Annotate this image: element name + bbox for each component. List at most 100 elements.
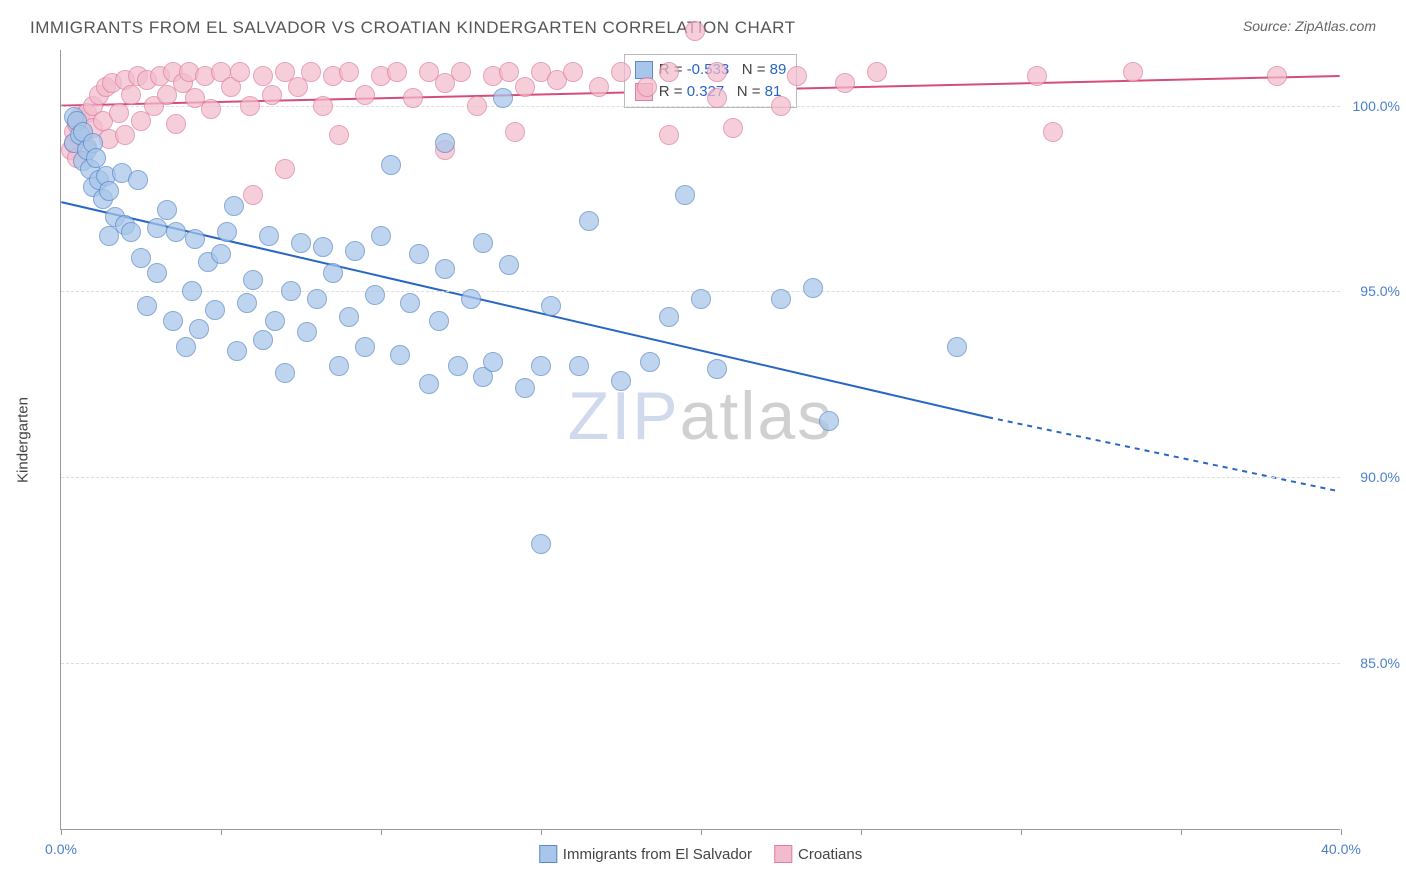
scatter-point xyxy=(448,356,468,376)
series-legend-item: Croatians xyxy=(774,845,862,863)
scatter-point xyxy=(473,233,493,253)
scatter-point xyxy=(1043,122,1063,142)
series-legend-item: Immigrants from El Salvador xyxy=(539,845,752,863)
scatter-point xyxy=(205,300,225,320)
scatter-point xyxy=(387,62,407,82)
scatter-point xyxy=(166,222,186,242)
scatter-point xyxy=(640,352,660,372)
scatter-point xyxy=(723,118,743,138)
scatter-point xyxy=(189,319,209,339)
x-tick xyxy=(861,829,862,835)
scatter-point xyxy=(947,337,967,357)
scatter-point xyxy=(147,218,167,238)
scatter-point xyxy=(675,185,695,205)
scatter-point xyxy=(819,411,839,431)
source-prefix: Source: xyxy=(1243,18,1295,34)
scatter-point xyxy=(115,125,135,145)
scatter-point xyxy=(355,337,375,357)
scatter-point xyxy=(355,85,375,105)
scatter-chart: Kindergarten ZIPatlas R = -0.533 N = 89R… xyxy=(60,50,1340,830)
scatter-point xyxy=(771,289,791,309)
scatter-point xyxy=(166,114,186,134)
scatter-point xyxy=(163,311,183,331)
scatter-point xyxy=(787,66,807,86)
scatter-point xyxy=(339,307,359,327)
scatter-point xyxy=(461,289,481,309)
scatter-point xyxy=(659,307,679,327)
scatter-point xyxy=(121,85,141,105)
scatter-point xyxy=(243,185,263,205)
y-axis-title: Kindergarten xyxy=(15,397,32,483)
scatter-point xyxy=(659,62,679,82)
y-tick-label: 85.0% xyxy=(1345,655,1400,671)
scatter-point xyxy=(253,330,273,350)
x-tick-label: 0.0% xyxy=(45,841,77,857)
scatter-point xyxy=(691,289,711,309)
scatter-point xyxy=(569,356,589,376)
scatter-point xyxy=(707,359,727,379)
scatter-point xyxy=(109,103,129,123)
scatter-point xyxy=(499,62,519,82)
scatter-point xyxy=(201,99,221,119)
scatter-point xyxy=(381,155,401,175)
legend-swatch xyxy=(539,845,557,863)
scatter-point xyxy=(563,62,583,82)
trend-lines-layer xyxy=(61,50,1340,829)
scatter-point xyxy=(99,181,119,201)
scatter-point xyxy=(589,77,609,97)
scatter-point xyxy=(515,77,535,97)
scatter-point xyxy=(230,62,250,82)
scatter-point xyxy=(259,226,279,246)
scatter-point xyxy=(707,88,727,108)
x-tick xyxy=(541,829,542,835)
series-legend-label: Immigrants from El Salvador xyxy=(563,846,752,863)
scatter-point xyxy=(291,233,311,253)
scatter-point xyxy=(409,244,429,264)
scatter-point xyxy=(265,311,285,331)
scatter-point xyxy=(323,263,343,283)
scatter-point xyxy=(182,281,202,301)
scatter-point xyxy=(243,270,263,290)
scatter-point xyxy=(301,62,321,82)
scatter-point xyxy=(451,62,471,82)
scatter-point xyxy=(419,374,439,394)
source-name: ZipAtlas.com xyxy=(1295,18,1376,34)
scatter-point xyxy=(240,96,260,116)
scatter-point xyxy=(493,88,513,108)
scatter-point xyxy=(611,62,631,82)
scatter-point xyxy=(531,534,551,554)
scatter-point xyxy=(86,148,106,168)
scatter-point xyxy=(262,85,282,105)
scatter-point xyxy=(128,170,148,190)
scatter-point xyxy=(803,278,823,298)
watermark: ZIPatlas xyxy=(568,377,833,455)
scatter-point xyxy=(1123,62,1143,82)
y-tick-label: 95.0% xyxy=(1345,283,1400,299)
scatter-point xyxy=(505,122,525,142)
x-tick xyxy=(1341,829,1342,835)
legend-swatch xyxy=(635,61,653,79)
scatter-point xyxy=(224,196,244,216)
scatter-point xyxy=(217,222,237,242)
scatter-point xyxy=(157,200,177,220)
chart-header: IMMIGRANTS FROM EL SALVADOR VS CROATIAN … xyxy=(0,0,1406,44)
x-tick xyxy=(381,829,382,835)
scatter-point xyxy=(131,248,151,268)
scatter-point xyxy=(147,263,167,283)
scatter-point xyxy=(637,77,657,97)
scatter-point xyxy=(137,296,157,316)
x-tick xyxy=(61,829,62,835)
scatter-point xyxy=(211,244,231,264)
scatter-point xyxy=(659,125,679,145)
scatter-point xyxy=(771,96,791,116)
grid-line xyxy=(61,663,1340,664)
scatter-point xyxy=(275,363,295,383)
scatter-point xyxy=(499,255,519,275)
scatter-point xyxy=(307,289,327,309)
scatter-point xyxy=(313,237,333,257)
scatter-point xyxy=(329,356,349,376)
scatter-point xyxy=(515,378,535,398)
scatter-point xyxy=(435,133,455,153)
y-tick-label: 100.0% xyxy=(1345,98,1400,114)
scatter-point xyxy=(611,371,631,391)
